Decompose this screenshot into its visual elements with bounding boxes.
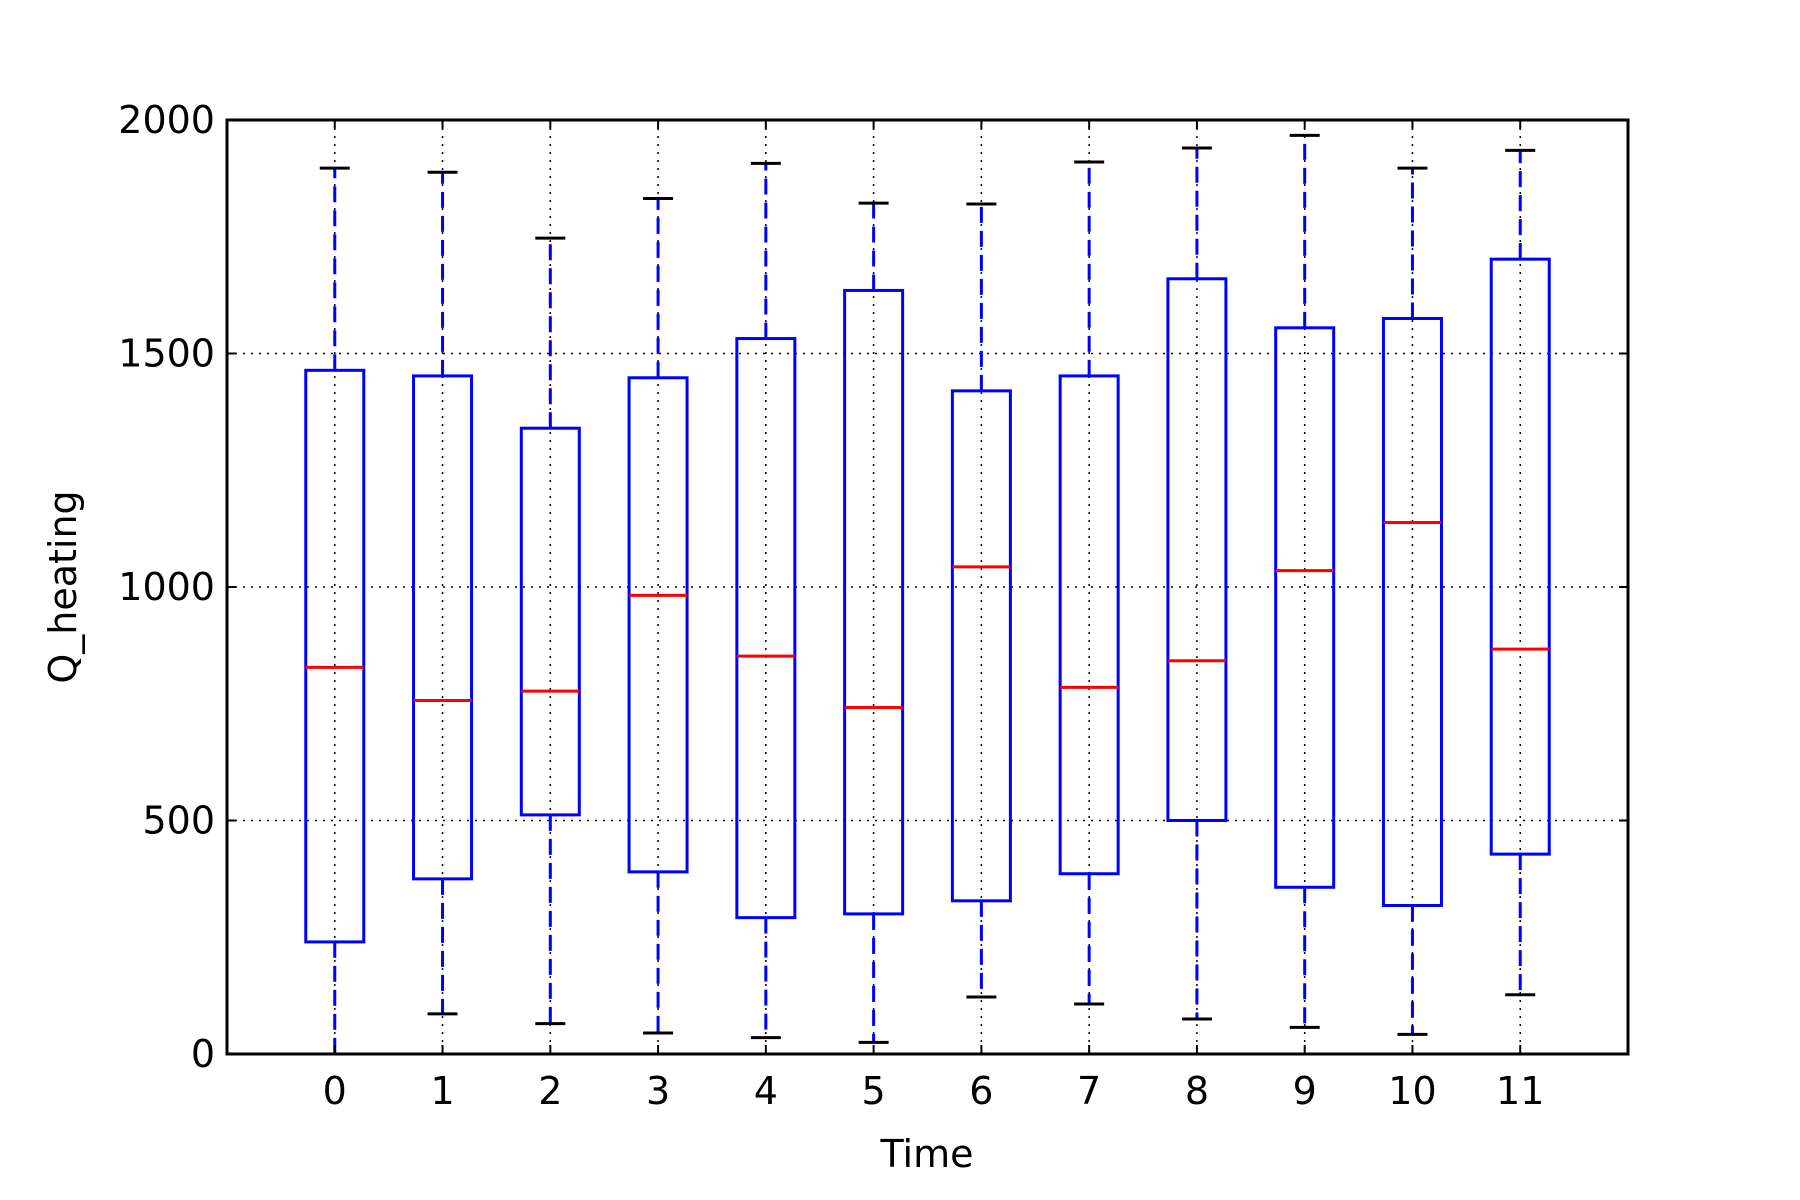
y-tick-label: 500	[142, 799, 215, 843]
iqr-box	[627, 376, 689, 874]
x-axis-label: Time	[880, 1132, 974, 1176]
iqr-box	[843, 288, 905, 916]
box-series	[304, 133, 1551, 1056]
box-5	[843, 201, 905, 1044]
box-10	[1381, 166, 1443, 1036]
x-tick-label: 0	[323, 1069, 347, 1113]
grid-lines	[227, 120, 1628, 1054]
iqr-box	[1166, 277, 1228, 822]
iqr-box	[304, 368, 366, 944]
iqr-box	[1381, 316, 1443, 907]
iqr-box	[950, 389, 1012, 903]
x-tick-label: 9	[1293, 1069, 1317, 1113]
plot-frame	[225, 118, 1630, 1056]
x-axis: 0 1 2 3 4 5 6 7 8 9 10 11	[323, 120, 1544, 1113]
box-2	[519, 236, 581, 1026]
box-1	[412, 170, 474, 1016]
box-6	[950, 202, 1012, 999]
iqr-box	[412, 374, 474, 881]
x-tick-label: 6	[969, 1069, 993, 1113]
box-4	[735, 161, 797, 1040]
x-tick-label: 11	[1496, 1069, 1544, 1113]
iqr-box	[735, 337, 797, 920]
box-9	[1274, 133, 1336, 1029]
x-tick-label: 3	[646, 1069, 670, 1113]
iqr-box	[1489, 257, 1551, 856]
y-axis-label: Q_heating	[41, 490, 85, 683]
y-tick-label: 1000	[118, 565, 215, 609]
iqr-box	[519, 426, 581, 817]
x-tick-label: 4	[754, 1069, 778, 1113]
x-tick-label: 10	[1388, 1069, 1436, 1113]
x-tick-label: 7	[1077, 1069, 1101, 1113]
iqr-box	[1058, 374, 1120, 876]
box-8	[1166, 146, 1228, 1021]
x-tick-label: 5	[862, 1069, 886, 1113]
box-7	[1058, 160, 1120, 1006]
x-tick-label: 2	[538, 1069, 562, 1113]
iqr-box	[1274, 326, 1336, 889]
y-axis: 0 500 1000 1500 2000	[118, 98, 1628, 1076]
y-tick-label: 2000	[118, 98, 215, 142]
box-0	[304, 166, 366, 1056]
x-tick-label: 8	[1185, 1069, 1209, 1113]
box-3	[627, 196, 689, 1035]
y-tick-label: 0	[191, 1032, 215, 1076]
x-tick-label: 1	[430, 1069, 454, 1113]
y-tick-label: 1500	[118, 332, 215, 376]
box-11	[1489, 148, 1551, 997]
